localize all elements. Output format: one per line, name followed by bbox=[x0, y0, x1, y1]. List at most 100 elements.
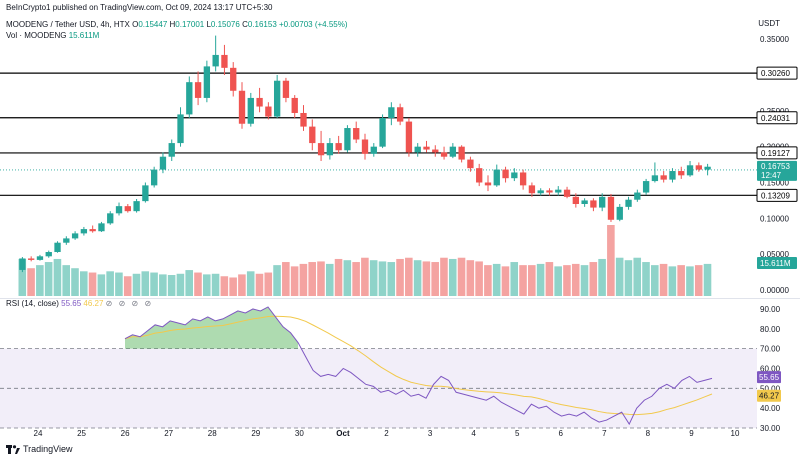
top-bar: BeInCrypto1 published on TradingView.com… bbox=[0, 0, 800, 14]
volume-bar bbox=[185, 270, 193, 296]
ohlc-row: MOODENG / Tether USD, 4h, HTX O0.15447 H… bbox=[6, 19, 348, 30]
volume-bar bbox=[202, 274, 211, 296]
publisher-text: BeInCrypto1 published on TradingView.com… bbox=[6, 3, 273, 12]
footer[interactable]: TradingView bbox=[6, 444, 73, 454]
candle-body bbox=[581, 200, 588, 204]
volume-bar bbox=[176, 273, 185, 296]
volume-bar bbox=[484, 265, 492, 296]
volume-value: 15.611M bbox=[68, 31, 100, 40]
candle-body bbox=[124, 206, 131, 212]
open-value: 0.15447 bbox=[138, 20, 168, 29]
footer-brand: TradingView bbox=[23, 444, 73, 454]
symbol-label[interactable]: MOODENG / Tether USD, 4h, HTX bbox=[6, 20, 130, 29]
candle-body bbox=[28, 258, 35, 260]
candle-body bbox=[133, 201, 140, 212]
candle-body bbox=[273, 80, 281, 117]
low-label: L bbox=[206, 20, 211, 29]
price-tick-label: 0.00000 bbox=[760, 286, 789, 295]
candle-body bbox=[651, 175, 659, 182]
volume-bar bbox=[466, 260, 475, 296]
volume-bar bbox=[290, 266, 299, 296]
volume-bar bbox=[115, 272, 123, 296]
candle-body bbox=[265, 106, 272, 117]
candle-body bbox=[634, 192, 641, 200]
candle-body bbox=[704, 166, 711, 170]
volume-bar bbox=[325, 263, 334, 296]
candle-body bbox=[493, 169, 500, 186]
rsi-tick-label: 60.00 bbox=[760, 364, 781, 373]
candle-body bbox=[326, 143, 334, 156]
volume-bar bbox=[132, 273, 141, 296]
candle-body bbox=[625, 199, 632, 207]
candle-body bbox=[660, 175, 667, 180]
volume-bar bbox=[343, 260, 352, 296]
rsi-ma-axis-value: 46.27 bbox=[759, 392, 780, 401]
candle-body bbox=[537, 190, 544, 194]
volume-axis-label: 15.611M bbox=[760, 259, 791, 268]
candle-body bbox=[221, 54, 228, 68]
candle-body bbox=[335, 143, 342, 151]
rsi-overbought-fill bbox=[125, 306, 299, 349]
x-tick-label: 9 bbox=[689, 429, 694, 438]
volume-bar bbox=[238, 274, 246, 296]
volume-bar bbox=[220, 276, 229, 296]
candle-body bbox=[98, 223, 105, 232]
x-tick-label: 10 bbox=[731, 429, 740, 438]
candle-body bbox=[291, 97, 298, 113]
candle-body bbox=[379, 118, 386, 147]
volume-bar bbox=[194, 272, 202, 296]
candle-body bbox=[54, 242, 61, 253]
volume-bar bbox=[255, 273, 264, 296]
volume-bar bbox=[150, 272, 158, 296]
candle-body bbox=[607, 196, 615, 220]
rsi-settings-icons[interactable]: ⊘ ⊘ ⊘ ⊘ bbox=[105, 299, 154, 308]
x-tick-label: 5 bbox=[515, 429, 520, 438]
candle-body bbox=[476, 168, 483, 183]
candle-body bbox=[405, 121, 413, 153]
volume-bar bbox=[369, 260, 378, 296]
currency-label[interactable]: USDT bbox=[758, 19, 780, 28]
rsi-tick-label: 30.00 bbox=[760, 424, 781, 433]
volume-label: Vol · MOODENG bbox=[6, 31, 67, 40]
candle-body bbox=[449, 146, 457, 157]
rsi-label[interactable]: RSI (14, close) bbox=[6, 299, 59, 308]
volume-bar bbox=[264, 272, 273, 296]
volume-bar bbox=[387, 262, 396, 296]
volume-bar bbox=[422, 261, 431, 296]
tradingview-logo-icon bbox=[6, 444, 20, 454]
candle-body bbox=[458, 146, 465, 160]
volume-bar bbox=[361, 257, 369, 296]
change-value: +0.00703 (+4.55%) bbox=[279, 20, 348, 29]
candle-body bbox=[396, 107, 404, 122]
candle-body bbox=[203, 66, 211, 98]
candle-body bbox=[502, 169, 509, 179]
volume-bar bbox=[18, 258, 27, 296]
candle-body bbox=[151, 169, 158, 186]
price-tick-label: 0.05000 bbox=[760, 250, 789, 259]
volume-bar bbox=[27, 268, 35, 296]
candle-body bbox=[695, 165, 702, 170]
volume-bar bbox=[589, 262, 598, 296]
rsi-ma-line bbox=[124, 315, 713, 416]
candle-body bbox=[555, 189, 562, 193]
volume-bar bbox=[703, 263, 712, 296]
candle-body bbox=[194, 82, 202, 98]
volume-bar bbox=[317, 261, 325, 296]
candle-body bbox=[370, 146, 377, 154]
candle-body bbox=[432, 149, 439, 153]
volume-bar bbox=[475, 261, 483, 296]
candle-body bbox=[572, 196, 579, 204]
candle-body bbox=[669, 171, 676, 180]
x-tick-label: 27 bbox=[164, 429, 173, 438]
open-label: O bbox=[132, 20, 139, 29]
candle-body bbox=[159, 156, 167, 170]
volume-bar bbox=[405, 257, 413, 296]
volume-bar bbox=[282, 262, 290, 296]
candle-body bbox=[317, 143, 325, 156]
volume-bar bbox=[211, 273, 220, 296]
rsi-value: 55.65 bbox=[61, 299, 82, 308]
candle-body bbox=[212, 54, 219, 67]
candle-body bbox=[484, 182, 492, 186]
volume-label-box bbox=[757, 257, 797, 269]
